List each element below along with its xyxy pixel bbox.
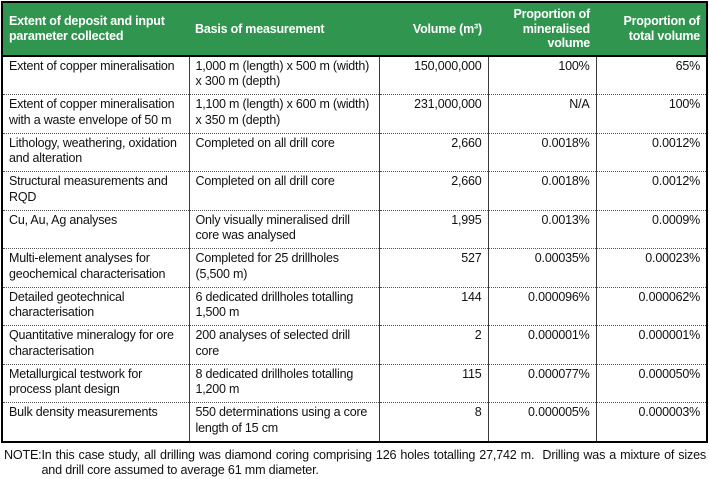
cell-volume: 115 xyxy=(378,363,488,403)
cell-prop-total: 0.0012% xyxy=(595,171,707,210)
cell-prop-total: 0.000050% xyxy=(595,363,707,403)
column-header-prop-total: Proportion of total volume xyxy=(596,2,707,57)
cell-parameter: Structural measurements and RQD xyxy=(2,171,189,210)
cell-basis: Completed on all drill core xyxy=(188,132,379,172)
cell-parameter: Extent of copper mineralisation with a w… xyxy=(2,94,189,133)
cell-basis: 200 analyses of selected drill core xyxy=(188,325,379,364)
cell-prop-mineralised: 0.0013% xyxy=(487,209,596,249)
table-row: Extent of copper mineralisation 1,000 m … xyxy=(2,55,707,95)
cell-prop-total: 0.00023% xyxy=(595,248,707,287)
cell-volume: 2,660 xyxy=(378,171,488,210)
column-header-prop-mineralised: Proportion of mineralised volume xyxy=(488,2,596,57)
cell-basis: Completed for 25 drillholes (5,500 m) xyxy=(188,248,379,287)
table-row: Cu, Au, Ag analyses Only visually minera… xyxy=(2,209,707,249)
cell-basis: 6 dedicated drillholes totalling 1,500 m xyxy=(188,286,379,326)
note-label: NOTE: xyxy=(4,447,42,462)
cell-parameter: Quantitative mineralogy for ore characte… xyxy=(2,325,189,364)
cell-prop-mineralised: 0.000096% xyxy=(487,286,596,326)
note: NOTE: In this case study, all drilling w… xyxy=(1,443,708,479)
header-row: Extent of deposit and input parameter co… xyxy=(2,2,707,57)
column-header-volume: Volume (m³) xyxy=(379,2,488,57)
cell-basis: Only visually mineralised drill core was… xyxy=(188,209,379,249)
cell-parameter: Metallurgical testwork for process plant… xyxy=(2,363,189,403)
table-row: Bulk density measurements 550 determinat… xyxy=(2,402,707,442)
cell-volume: 1,995 xyxy=(378,209,488,249)
note-text: In this case study, all drilling was dia… xyxy=(41,447,709,478)
table-row: Extent of copper mineralisation with a w… xyxy=(2,94,707,133)
cell-volume: 8 xyxy=(378,402,488,442)
cell-parameter: Lithology, weathering, oxidation and alt… xyxy=(2,132,189,172)
cell-volume: 150,000,000 xyxy=(378,55,488,95)
cell-basis: 1,000 m (length) x 500 m (width) x 300 m… xyxy=(188,55,379,95)
cell-basis: 550 determinations using a core length o… xyxy=(188,402,379,442)
table-row: Structural measurements and RQD Complete… xyxy=(2,171,707,210)
cell-prop-total: 65% xyxy=(595,55,707,95)
column-header-parameter: Extent of deposit and input parameter co… xyxy=(2,2,189,57)
cell-volume: 2 xyxy=(378,325,488,364)
cell-parameter: Extent of copper mineralisation xyxy=(2,55,189,95)
cell-prop-mineralised: 100% xyxy=(487,55,596,95)
cell-prop-mineralised: 0.0018% xyxy=(487,132,596,172)
cell-prop-mineralised: 0.00035% xyxy=(487,248,596,287)
cell-prop-total: 0.0012% xyxy=(595,132,707,172)
cell-prop-mineralised: 0.000001% xyxy=(487,325,596,364)
table-row: Metallurgical testwork for process plant… xyxy=(2,363,707,403)
cell-prop-total: 0.000062% xyxy=(595,286,707,326)
cell-parameter: Detailed geotechnical characterisation xyxy=(2,286,189,326)
cell-parameter: Cu, Au, Ag analyses xyxy=(2,209,189,249)
cell-prop-total: 100% xyxy=(595,94,707,133)
cell-prop-mineralised: 0.0018% xyxy=(487,171,596,210)
cell-volume: 231,000,000 xyxy=(378,94,488,133)
table-row: Detailed geotechnical characterisation 6… xyxy=(2,286,707,326)
column-header-basis: Basis of measurement xyxy=(189,2,379,57)
cell-volume: 2,660 xyxy=(378,132,488,172)
cell-basis: 1,100 m (length) x 600 m (width) x 350 m… xyxy=(188,94,379,133)
table-body: Extent of copper mineralisation 1,000 m … xyxy=(2,55,707,442)
table-row: Multi-element analyses for geochemical c… xyxy=(2,248,707,287)
cell-parameter: Multi-element analyses for geochemical c… xyxy=(2,248,189,287)
cell-basis: Completed on all drill core xyxy=(188,171,379,210)
cell-prop-mineralised: 0.000077% xyxy=(487,363,596,403)
cell-volume: 144 xyxy=(378,286,488,326)
cell-prop-total: 0.000003% xyxy=(595,402,707,442)
cell-prop-mineralised: 0.000005% xyxy=(487,402,596,442)
cell-prop-total: 0.0009% xyxy=(595,209,707,249)
cell-prop-mineralised: N/A xyxy=(487,94,596,133)
cell-prop-total: 0.000001% xyxy=(595,325,707,364)
cell-basis: 8 dedicated drillholes totalling 1,200 m xyxy=(188,363,379,403)
table-row: Quantitative mineralogy for ore characte… xyxy=(2,325,707,364)
deposit-parameters-table: Extent of deposit and input parameter co… xyxy=(1,1,708,443)
table-row: Lithology, weathering, oxidation and alt… xyxy=(2,132,707,172)
cell-parameter: Bulk density measurements xyxy=(2,402,189,442)
cell-volume: 527 xyxy=(378,248,488,287)
